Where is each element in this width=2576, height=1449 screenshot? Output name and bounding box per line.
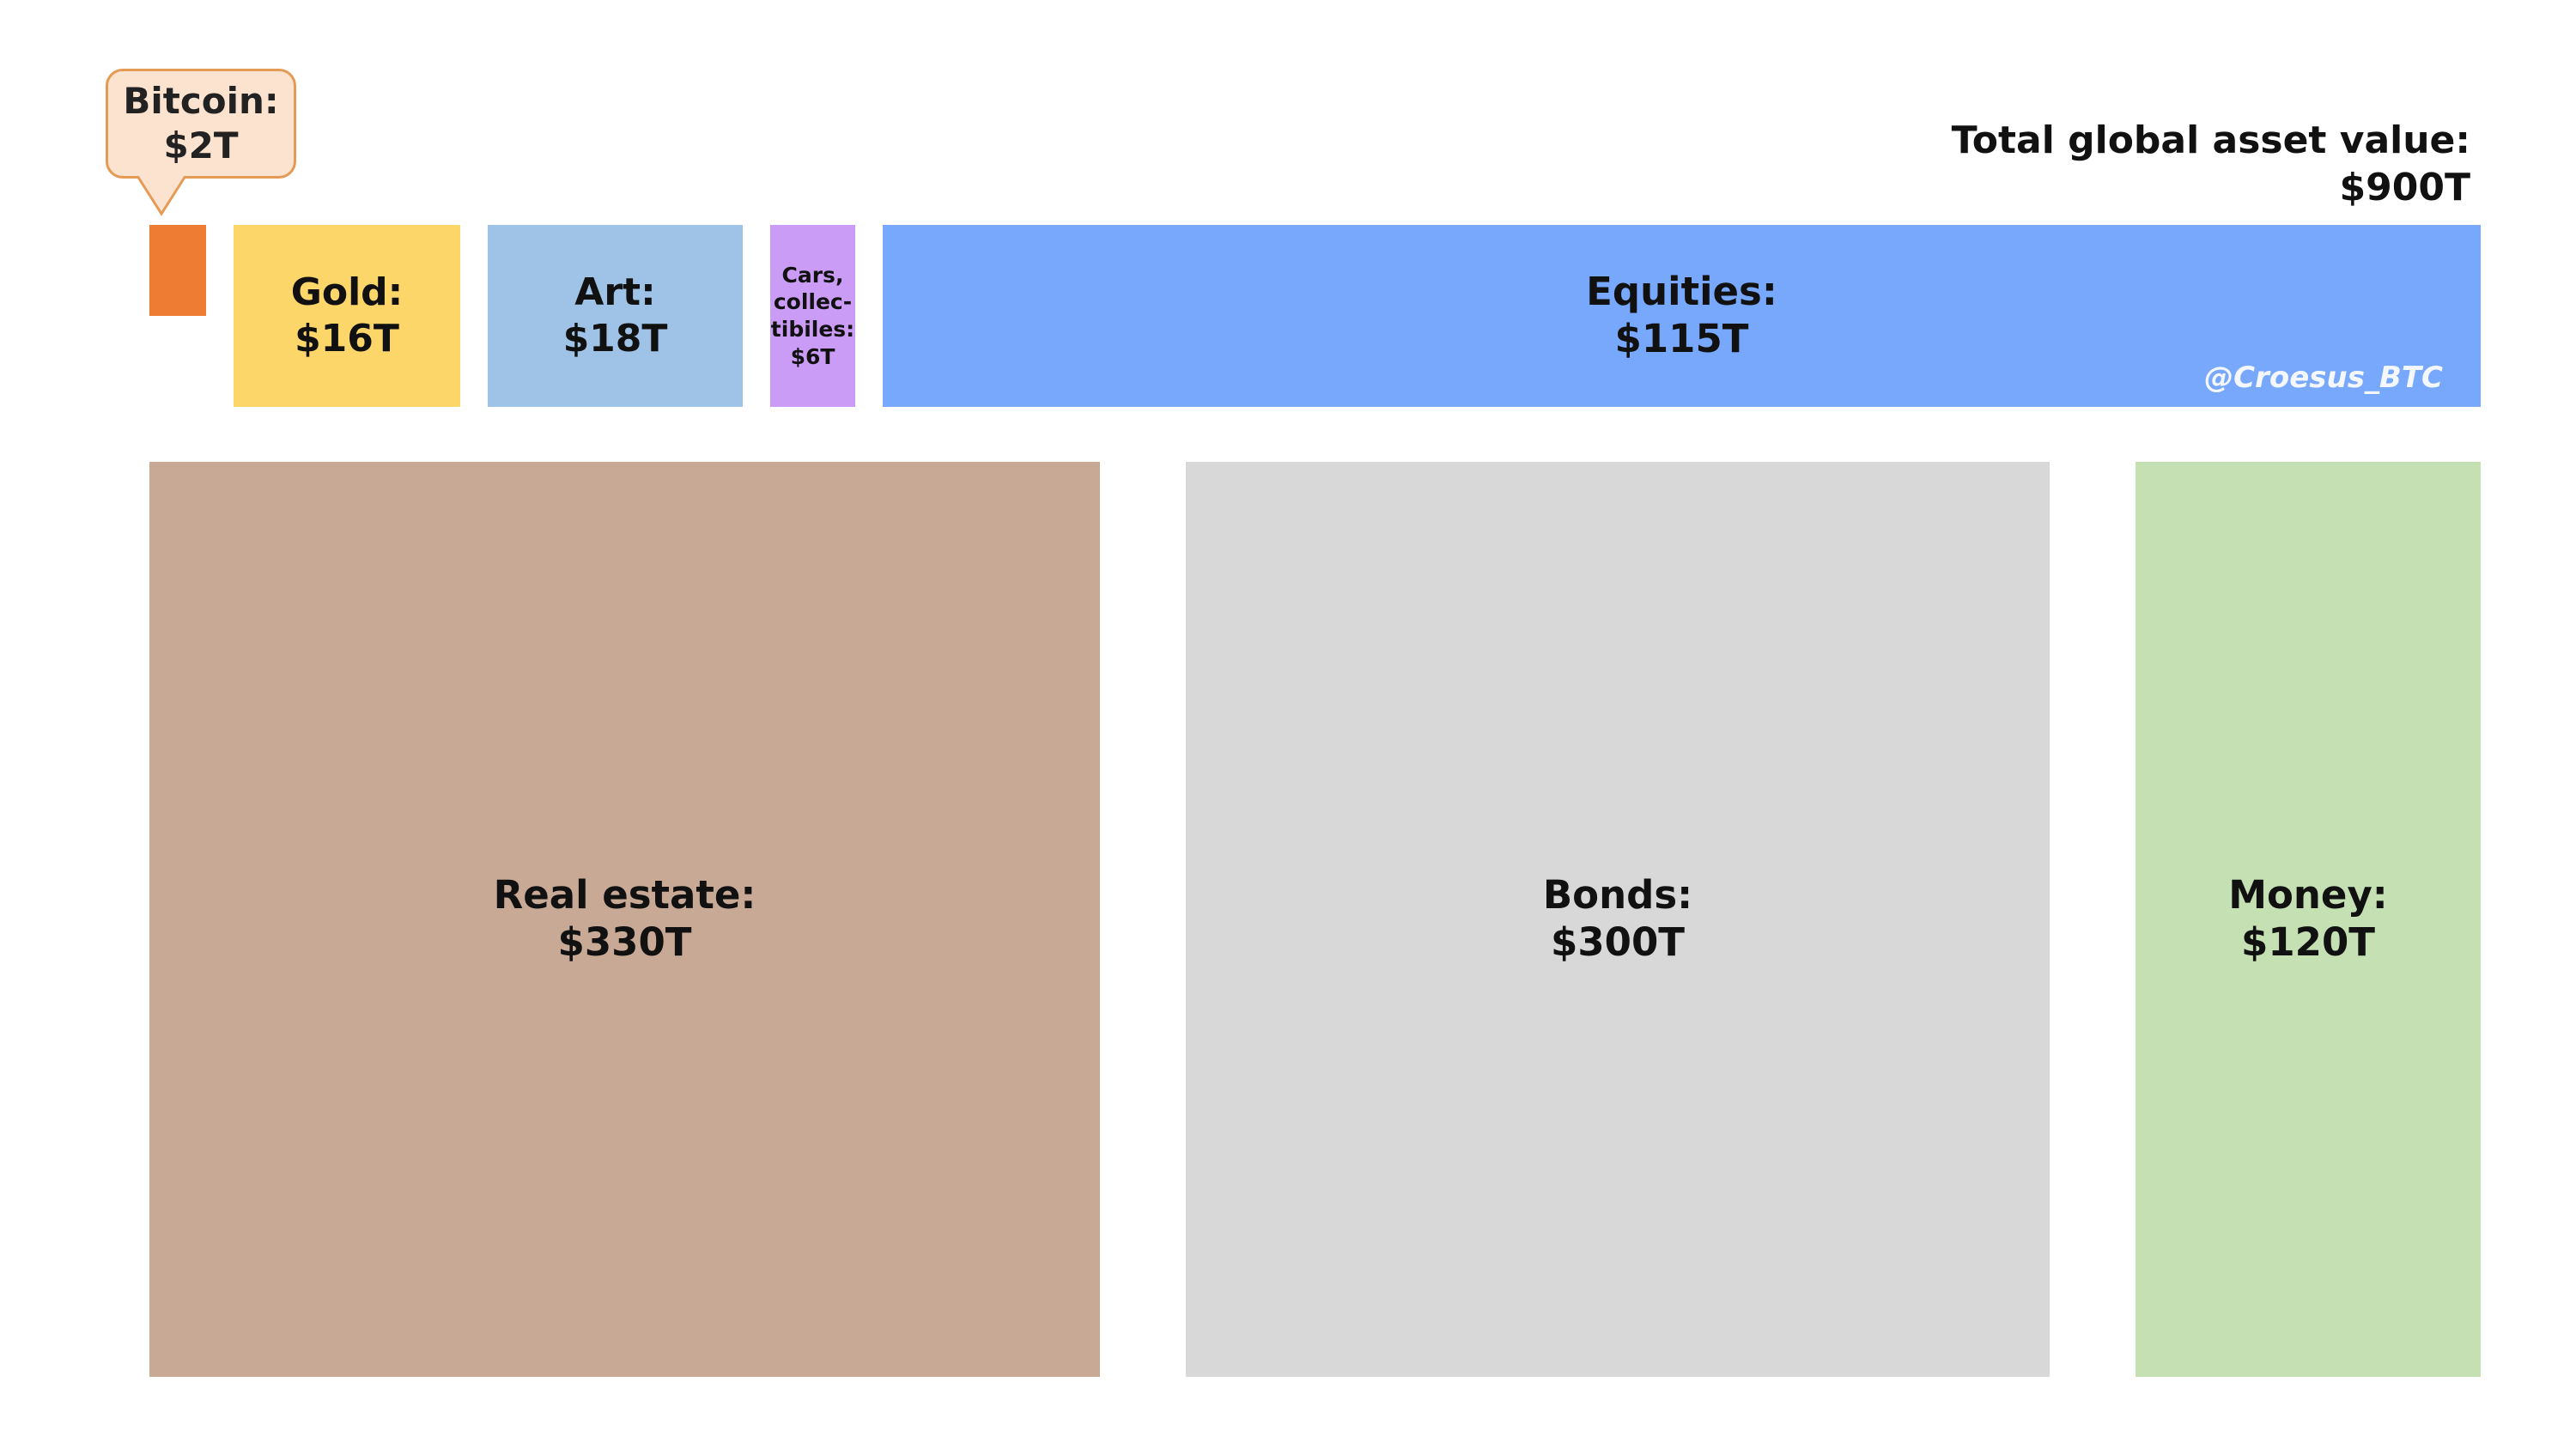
equities-value: $115T <box>1614 316 1749 361</box>
bitcoin-callout-value: $2T <box>163 124 239 167</box>
equities-block: Equities: $115T <box>883 225 2481 407</box>
real-estate-value: $330T <box>557 919 692 965</box>
cars-block: Cars, collec- tibiles: $6T <box>770 225 855 407</box>
money-block: Money: $120T <box>2136 462 2481 1377</box>
total-label: Total global asset value: <box>1951 118 2470 162</box>
equities-label: Equities: <box>1586 269 1777 315</box>
art-value: $18T <box>562 317 668 361</box>
cars-value: $6T <box>790 343 835 369</box>
total-asset-value: Total global asset value: $900T <box>1952 117 2470 211</box>
gold-block: Gold: $16T <box>234 225 460 407</box>
art-block: Art: $18T <box>488 225 743 407</box>
gold-label: Gold: <box>290 270 404 315</box>
bonds-label: Bonds: <box>1542 872 1693 919</box>
watermark: @Croesus_BTC <box>2204 361 2443 395</box>
art-label: Art: <box>574 270 656 315</box>
bitcoin-callout: Bitcoin: $2T <box>106 69 296 179</box>
real-estate-block: Real estate: $330T <box>149 462 1100 1377</box>
bonds-value: $300T <box>1551 919 1685 965</box>
money-label: Money: <box>2228 872 2388 919</box>
gold-value: $16T <box>295 317 399 361</box>
money-value: $120T <box>2241 919 2375 965</box>
real-estate-label: Real estate: <box>493 872 756 919</box>
bonds-block: Bonds: $300T <box>1186 462 2050 1377</box>
bitcoin-block <box>149 225 206 316</box>
total-value: $900T <box>2339 166 2470 209</box>
bitcoin-callout-label: Bitcoin: <box>123 79 279 122</box>
callout-pointer-icon <box>136 176 187 216</box>
cars-label: Cars, collec- tibiles: <box>770 262 855 343</box>
